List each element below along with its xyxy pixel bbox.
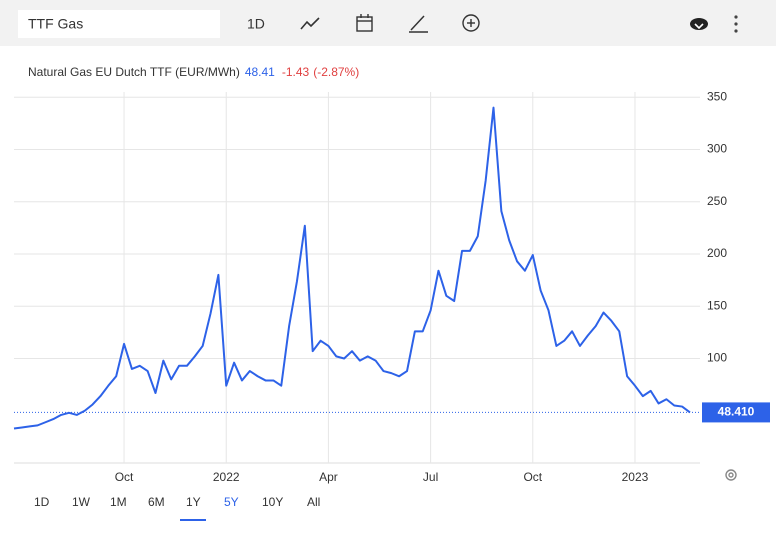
range-button[interactable]: 10Y [262,495,283,509]
y-tick-label: 300 [707,142,727,156]
x-tick-label: Jul [423,470,438,484]
price-tag [702,402,770,423]
x-tick-label: 2023 [622,470,649,484]
interval-button[interactable]: 1D [247,16,265,32]
y-tick-label: 250 [707,194,727,208]
range-button[interactable]: 1D [34,495,50,509]
download-icon[interactable] [690,18,708,30]
add-icon[interactable] [462,14,480,32]
x-tick-label: Apr [319,470,338,484]
change-pct: (-2.87%) [313,65,359,79]
last-price: 48.41 [245,65,275,79]
range-button[interactable]: 1Y [186,495,201,509]
range-button[interactable]: 6M [148,495,165,509]
y-tick-label: 200 [707,246,727,260]
y-tick-label: 100 [707,351,727,365]
x-tick-label: 2022 [213,470,240,484]
price-line [13,106,691,430]
price-tag-text: 48.410 [718,405,755,419]
search-box[interactable] [18,10,220,38]
range-button[interactable]: 5Y [224,495,239,509]
calendar-icon[interactable] [356,14,373,32]
chart-title: Natural Gas EU Dutch TTF (EUR/MWh) [28,65,240,79]
range-button[interactable]: All [307,495,320,509]
range-button[interactable]: 1M [110,495,127,509]
y-tick-label: 150 [707,298,727,312]
change: -1.43 [282,65,310,79]
chart-header: Natural Gas EU Dutch TTF (EUR/MWh) 48.41-… [28,65,359,79]
y-tick-label: 350 [707,89,727,103]
line-style-icon[interactable] [300,17,320,30]
range-button[interactable]: 1W [72,495,91,509]
menu-icon[interactable] [734,15,738,33]
search-text: TTF Gas [28,16,83,32]
settings-icon[interactable] [725,469,737,481]
draw-icon[interactable] [409,15,428,33]
x-tick-label: Oct [523,470,542,484]
x-tick-label: Oct [115,470,134,484]
